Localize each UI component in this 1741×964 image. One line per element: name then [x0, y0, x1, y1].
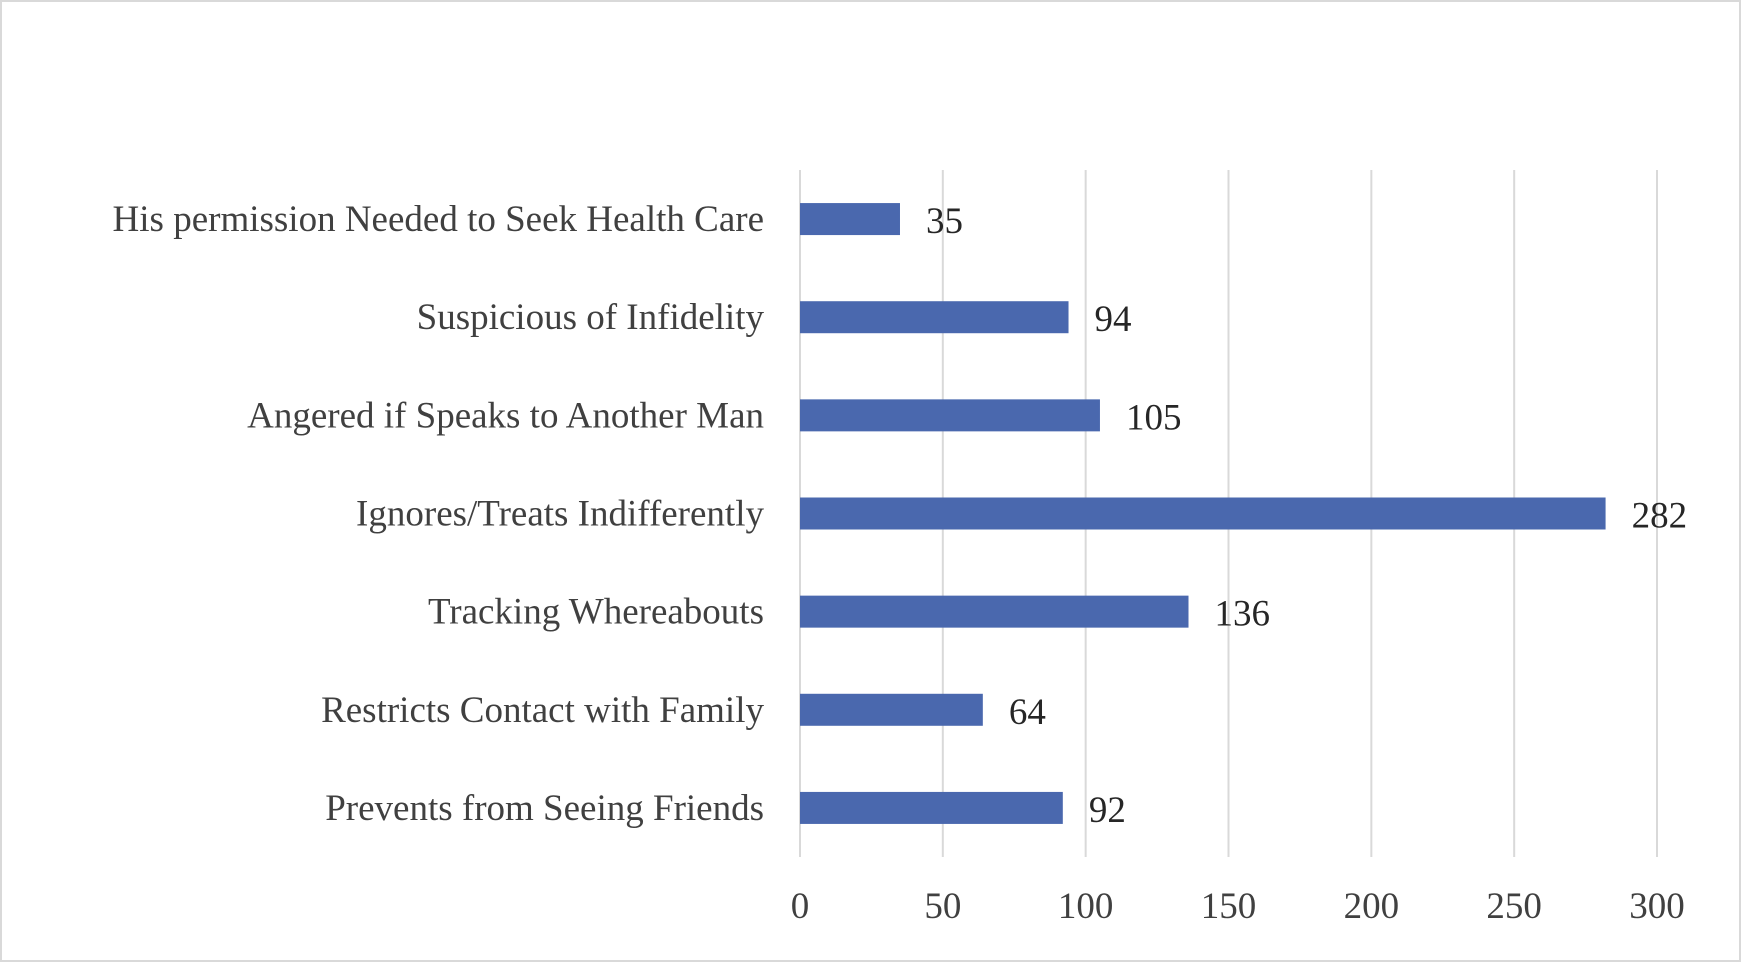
data-label-7: 92 — [1089, 790, 1126, 831]
bar-1 — [800, 203, 900, 236]
category-label-2: Suspicious of Infidelity — [417, 297, 765, 338]
category-label-6: Restricts Contact with Family — [321, 690, 764, 731]
category-label-7: Prevents from Seeing Friends — [325, 788, 764, 829]
x-tick-label-250: 250 — [1486, 886, 1542, 927]
x-tick-label-200: 200 — [1344, 886, 1400, 927]
x-tick-label-50: 50 — [924, 886, 961, 927]
labels: 0 50 100 150 200 250 300 His permission Needed … — [113, 199, 1688, 927]
bar-5 — [800, 595, 1189, 628]
x-tick-label-100: 100 — [1058, 886, 1114, 927]
x-tick-label-150: 150 — [1201, 886, 1257, 927]
bar-2 — [800, 301, 1069, 334]
category-label-1: His permission Needed to Seek Health Car… — [113, 199, 764, 240]
data-label-4: 282 — [1632, 496, 1688, 537]
bar-4 — [800, 497, 1606, 530]
data-label-1: 35 — [926, 201, 963, 242]
x-tick-label-300: 300 — [1629, 886, 1685, 927]
category-label-5: Tracking Whereabouts — [428, 592, 764, 633]
data-label-3: 105 — [1126, 397, 1182, 438]
category-label-3: Angered if Speaks to Another Man — [247, 395, 764, 436]
bar-7 — [800, 791, 1063, 824]
data-label-6: 64 — [1009, 692, 1046, 733]
bar-6 — [800, 693, 983, 726]
bar-3 — [800, 399, 1100, 432]
data-label-2: 94 — [1095, 299, 1132, 340]
category-label-4: Ignores/Treats Indifferently — [356, 494, 764, 535]
bars — [800, 203, 1606, 824]
data-label-5: 136 — [1215, 594, 1271, 635]
x-tick-label-0: 0 — [791, 886, 810, 927]
